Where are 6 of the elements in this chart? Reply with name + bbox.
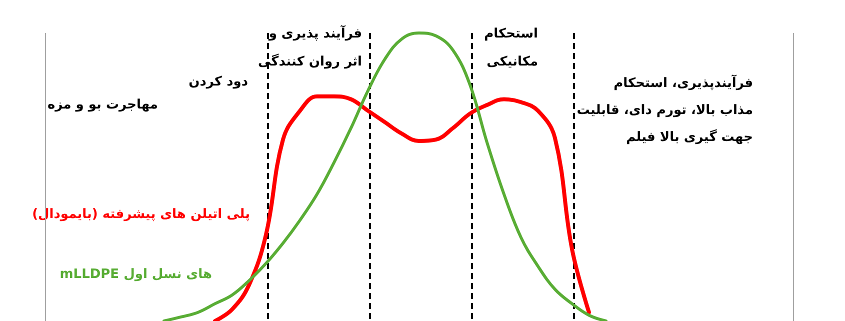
series-label: mLLDPE های نسل اول [60, 267, 212, 282]
annotation: فرآیندپذیری، استحکام مذاب بالا، تورم دای، قابلیت جهت گیری بالا فیلم [576, 74, 753, 145]
annotation: استحکام مکانیکی [484, 26, 538, 70]
series-label: پلی اتیلن های پیشرفته (بایمودال) [32, 207, 250, 222]
annotation: مهاجرت بو و مزه [47, 98, 158, 112]
annotation: دود کردن [188, 74, 248, 90]
